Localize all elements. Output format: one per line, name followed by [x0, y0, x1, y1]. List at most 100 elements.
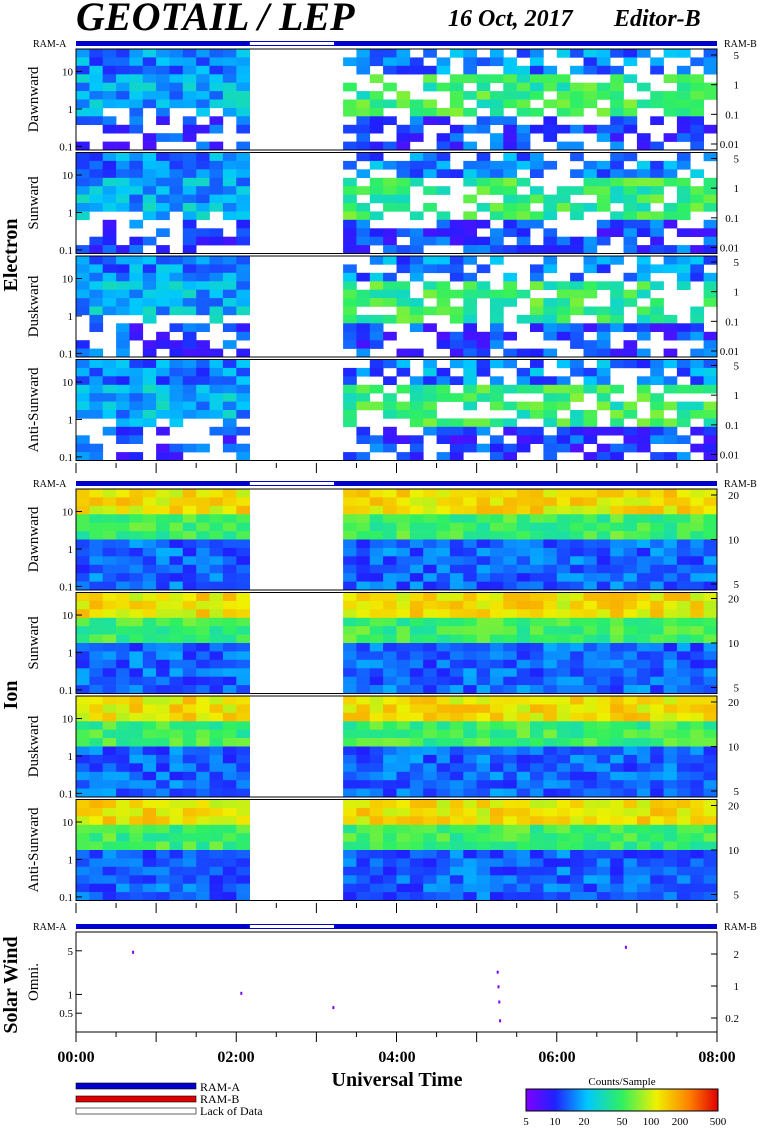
- spectrogram-cell: [530, 780, 544, 789]
- spectrogram-cell: [343, 564, 357, 574]
- spectrogram-cell: [236, 264, 250, 274]
- spectrogram-cell: [623, 219, 638, 229]
- spectrogram-cell: [409, 152, 424, 162]
- spectrogram-cell: [169, 833, 184, 842]
- spectrogram-cell: [583, 696, 598, 705]
- spectrogram-cell: [396, 600, 411, 610]
- spectrogram-cell: [636, 556, 651, 565]
- spectrogram-cell: [650, 858, 664, 868]
- spectrogram-cell: [503, 331, 517, 341]
- spectrogram-cell: [236, 384, 250, 394]
- spectrogram-cell: [436, 780, 451, 789]
- spectrogram-cell: [182, 659, 197, 669]
- spectrogram-cell: [76, 452, 90, 461]
- spectrogram-cell: [129, 401, 144, 411]
- spectrogram-cell: [703, 443, 718, 453]
- spectrogram-cell: [690, 841, 704, 851]
- spectrogram-cell: [676, 186, 691, 195]
- spectrogram-cell: [222, 57, 237, 67]
- spectrogram-cell: [556, 418, 571, 428]
- spectrogram-cell: [409, 771, 424, 781]
- spectrogram-cell: [703, 592, 718, 602]
- spectrogram-cell: [516, 133, 531, 142]
- spectrogram-cell: [356, 505, 371, 515]
- spectrogram-cell: [703, 219, 718, 229]
- spectrogram-cell: [129, 91, 144, 100]
- spectrogram-cell: [610, 489, 624, 498]
- spectrogram-cell: [436, 160, 451, 170]
- spectrogram-cell: [76, 685, 90, 694]
- spectrogram-cell: [476, 177, 491, 187]
- spectrogram-cell: [463, 91, 477, 100]
- spectrogram-cell: [156, 609, 170, 618]
- spectrogram-cell: [476, 160, 491, 170]
- spectrogram-cell: [423, 323, 437, 332]
- spectrogram-cell: [490, 833, 504, 842]
- spectrogram-cell: [703, 435, 718, 444]
- spectrogram-cell: [396, 850, 411, 859]
- spectrogram-cell: [703, 668, 718, 677]
- spectrogram-cell: [169, 348, 184, 358]
- spectrogram-cell: [209, 892, 224, 901]
- spectrogram-cell: [516, 771, 531, 781]
- spectrogram-cell: [236, 443, 250, 453]
- spectrogram-cell: [583, 169, 598, 178]
- spectrogram-cell: [490, 600, 504, 610]
- spectrogram-cell: [369, 522, 384, 532]
- spectrogram-cell: [583, 883, 598, 893]
- spectrogram-cell: [610, 581, 624, 591]
- spectrogram-cell: [690, 306, 704, 316]
- spectrogram-cell: [610, 514, 624, 523]
- spectrogram-cell: [182, 799, 197, 809]
- spectrogram-cell: [356, 219, 371, 229]
- spectrogram-cell: [676, 133, 691, 142]
- spectrogram-cell: [650, 236, 664, 246]
- spectrogram-cell: [476, 841, 491, 851]
- spectrogram-cell: [490, 141, 504, 151]
- spectrogram-cell: [409, 609, 424, 618]
- spectrogram-cell: [516, 410, 531, 419]
- spectrogram-cell: [596, 721, 611, 730]
- ram-bar-gap-electron: [249, 42, 335, 45]
- spectrogram-cell: [142, 729, 157, 739]
- spectrogram-cell: [610, 799, 624, 809]
- spectrogram-cell: [583, 833, 598, 842]
- spectrogram-cell: [102, 883, 117, 893]
- spectrogram-cell: [503, 65, 517, 75]
- spectrogram-cell: [76, 410, 90, 419]
- spectrogram-cell: [76, 348, 90, 358]
- spectrogram-cell: [583, 410, 598, 419]
- spectrogram-cell: [76, 712, 90, 722]
- spectrogram-cell: [543, 99, 558, 109]
- spectrogram-cell: [650, 816, 664, 825]
- spectrogram-cell: [396, 883, 411, 893]
- spectrogram-cell: [676, 107, 691, 117]
- spectrogram-cell: [196, 393, 210, 402]
- y-label-ion-2: Duskward: [26, 715, 42, 777]
- spectrogram-cell: [409, 497, 424, 507]
- spectrogram-cell: [516, 746, 531, 756]
- spectrogram-cell: [369, 152, 384, 162]
- spectrogram-cell: [703, 892, 718, 901]
- x-tick-2: 04:00: [378, 1049, 415, 1066]
- spectrogram-cell: [423, 228, 437, 237]
- spectrogram-cell: [209, 514, 224, 523]
- spectrogram-cell: [76, 609, 90, 618]
- spectrogram-cell: [543, 384, 558, 394]
- spectrogram-cell: [516, 289, 531, 299]
- spectrogram-cell: [343, 626, 357, 635]
- spectrogram-cell: [516, 203, 531, 212]
- spectrogram-cell: [209, 712, 224, 722]
- spectrogram-cell: [423, 384, 437, 394]
- spectrogram-cell: [76, 141, 90, 151]
- spectrogram-cell: [209, 556, 224, 565]
- spectrogram-cell: [476, 289, 491, 299]
- spectrogram-cell: [129, 659, 144, 669]
- spectrogram-cell: [169, 99, 184, 109]
- spectrogram-cell: [583, 858, 598, 868]
- spectrogram-cell: [222, 539, 237, 549]
- spectrogram-cell: [530, 82, 544, 92]
- y-tick-right-electron-1-2: 0.1: [725, 213, 739, 225]
- spectrogram-cell: [156, 522, 170, 532]
- spectrogram-cell: [76, 264, 90, 274]
